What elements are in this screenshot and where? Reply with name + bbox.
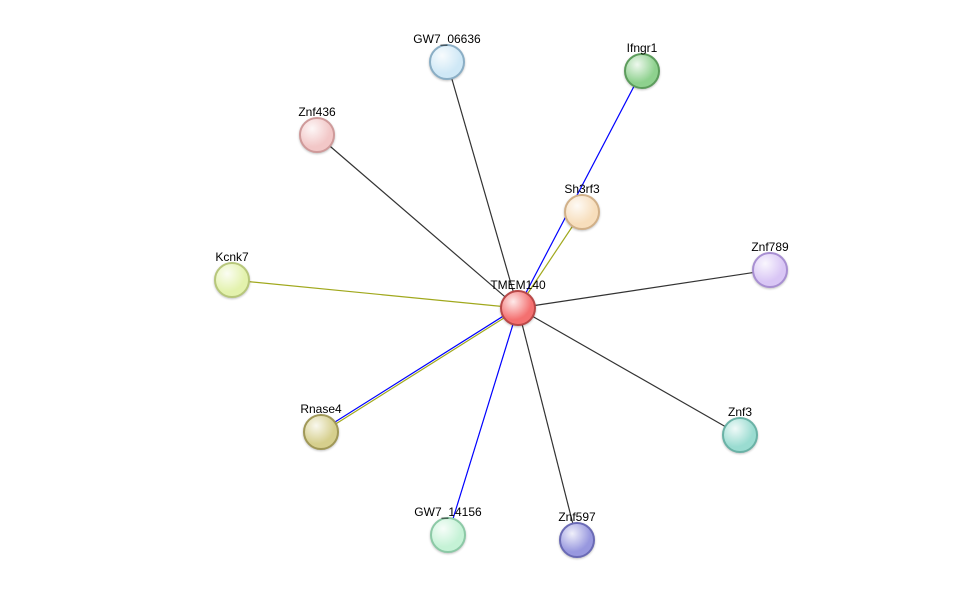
node-TMEM140[interactable] [500,290,536,326]
node-Ifngr1[interactable] [624,53,660,89]
node-Znf436[interactable] [299,117,335,153]
node-Znf789[interactable] [752,252,788,288]
node-Sh3rf3[interactable] [564,194,600,230]
node-Kcnk7[interactable] [214,262,250,298]
edge [317,135,518,308]
node-GW7_14156[interactable] [430,517,466,553]
edge [518,308,577,540]
edge [518,270,770,308]
node-Rnase4[interactable] [303,414,339,450]
edge [232,280,518,308]
edge-layer [0,0,976,599]
edge [322,309,519,433]
network-diagram: TMEM140GW7_06636Ifngr1Znf436Sh3rf3Znf789… [0,0,976,599]
edge [447,62,518,308]
edge [448,308,518,535]
edge [518,308,740,435]
node-GW7_06636[interactable] [429,44,465,80]
edge [320,307,517,431]
node-Znf597[interactable] [559,522,595,558]
edge [518,71,642,308]
node-Znf3[interactable] [722,417,758,453]
